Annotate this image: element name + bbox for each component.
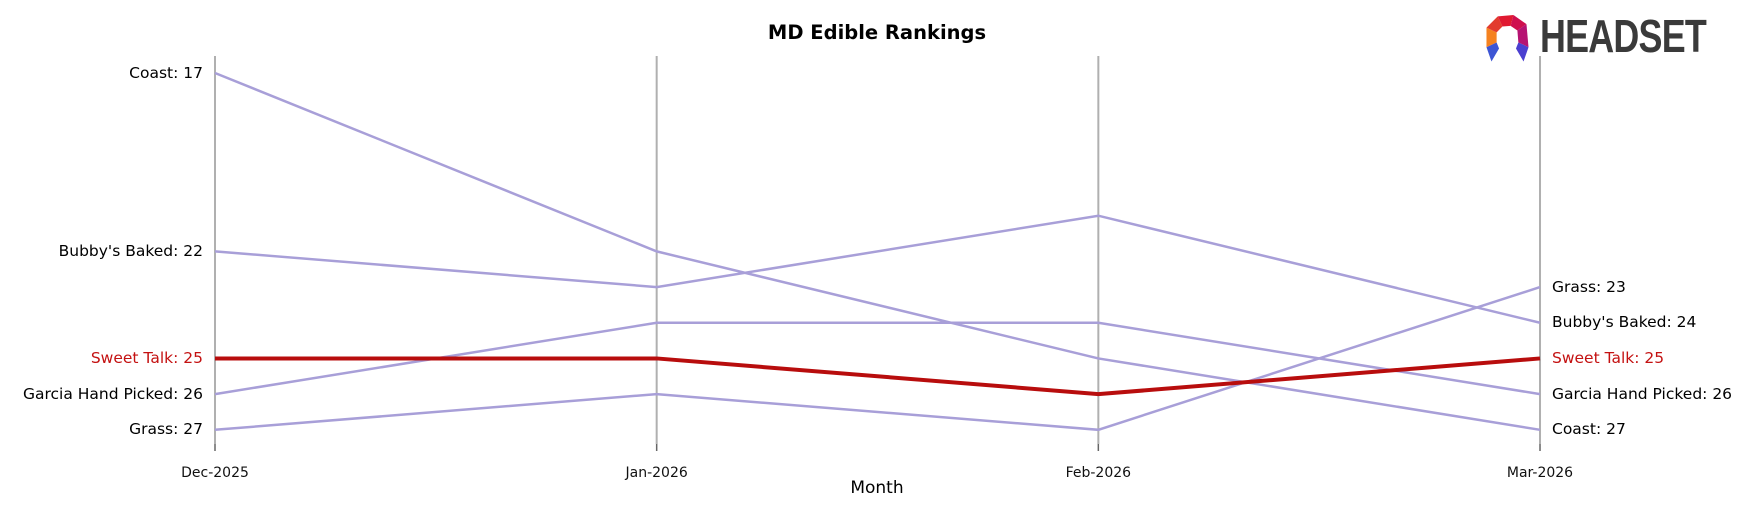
- series-line-grass: [214, 285, 1541, 432]
- x-tick-label-feb-2026: Feb-2026: [1065, 465, 1132, 481]
- logo-facet-magenta: [1517, 24, 1529, 48]
- series-label-right-bubby-s-baked: Bubby's Baked: 24: [1552, 313, 1697, 332]
- series-line-bubby-s-baked: [214, 214, 1541, 324]
- series-label-right-sweet-talk: Sweet Talk: 25: [1552, 348, 1665, 367]
- headset-logo-text: HEADSET: [1540, 10, 1707, 62]
- series-label-right-coast: Coast: 27: [1552, 420, 1626, 439]
- series-line-coast: [214, 71, 1541, 432]
- series-label-right-grass: Grass: 23: [1552, 277, 1626, 296]
- logo-facet-orange: [1486, 27, 1497, 48]
- chart-title: MD Edible Rankings: [767, 21, 987, 44]
- logo-facet-crimson: [1510, 15, 1527, 31]
- headset-logo-icon: [1486, 15, 1529, 62]
- x-tick-label-mar-2026: Mar-2026: [1506, 465, 1574, 481]
- series-line-sweet-talk: [215, 356, 1541, 397]
- series-label-left-bubby-s-baked: Bubby's Baked: 22: [58, 241, 203, 260]
- logo-facet-top: [1497, 15, 1514, 27]
- series-label-left-sweet-talk: Sweet Talk: 25: [90, 348, 203, 367]
- logo-facet-red: [1486, 16, 1503, 33]
- series-label-right-garcia-hand-picked: Garcia Hand Picked: 26: [1552, 384, 1733, 403]
- series-label-left-grass: Grass: 27: [129, 420, 203, 439]
- series-label-left-coast: Coast: 17: [129, 63, 203, 82]
- x-tick-label-jan-2026: Jan-2026: [625, 465, 688, 481]
- logo-foot-right: [1515, 42, 1529, 62]
- x-axis-title: Month: [850, 478, 904, 498]
- logo-foot-left: [1486, 42, 1500, 62]
- series-label-left-garcia-hand-picked: Garcia Hand Picked: 26: [22, 384, 203, 403]
- headset-logo: HEADSET: [1479, 6, 1753, 65]
- x-tick-label-dec-2025: Dec-2025: [181, 465, 249, 481]
